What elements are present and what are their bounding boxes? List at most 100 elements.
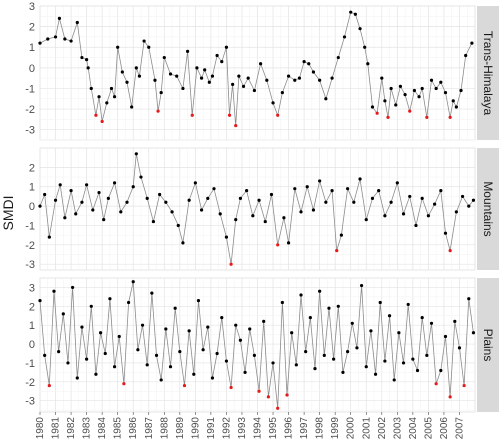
facet-strip-label: Trans-Himalaya [481, 31, 495, 116]
data-point [187, 198, 191, 202]
data-point [53, 35, 58, 39]
data-point [464, 53, 468, 58]
data-point [346, 350, 350, 354]
data-point [330, 76, 334, 80]
data-point [346, 187, 350, 191]
x-tick-label: 2003 [392, 417, 403, 440]
data-point [86, 66, 90, 70]
data-point [91, 208, 95, 212]
data-point [159, 378, 163, 382]
data-point [294, 363, 298, 367]
data-point [425, 353, 429, 357]
drought-point [335, 249, 339, 253]
data-point [398, 84, 403, 88]
y-tick-label: -3 [25, 259, 35, 271]
data-point [262, 319, 266, 324]
data-point [324, 97, 328, 101]
data-point [153, 78, 157, 82]
x-tick-label: 2001 [361, 417, 372, 440]
data-point [168, 72, 173, 76]
x-tick-label: 1980 [35, 417, 46, 440]
data-point [471, 331, 476, 335]
data-point [89, 86, 93, 91]
data-point [257, 198, 261, 202]
data-point [318, 179, 322, 183]
data-point [112, 181, 117, 185]
x-tick-label: 1982 [66, 417, 77, 440]
data-point [234, 218, 238, 222]
data-point [106, 196, 110, 200]
x-tick-label: 2006 [439, 417, 450, 440]
drought-point [227, 113, 232, 117]
data-point [297, 76, 302, 80]
data-point [201, 348, 205, 352]
data-point [380, 76, 384, 80]
data-point [137, 74, 142, 78]
data-point [363, 45, 367, 49]
data-point [411, 357, 415, 361]
x-tick-label: 1984 [97, 417, 108, 440]
data-point [158, 192, 162, 197]
data-point [401, 361, 406, 365]
data-point [439, 189, 443, 193]
data-point [355, 346, 359, 350]
data-point [332, 357, 336, 361]
data-point [307, 62, 311, 66]
drought-point [276, 243, 280, 247]
data-point [327, 306, 331, 310]
data-point [170, 210, 174, 214]
data-point [206, 196, 210, 200]
data-point [459, 88, 463, 93]
data-point [426, 214, 430, 218]
x-tick-label: 2000 [346, 417, 357, 440]
data-point [147, 45, 151, 49]
x-tick-label: 1997 [299, 417, 310, 440]
data-point [443, 231, 448, 235]
data-point [116, 45, 120, 49]
data-point [439, 368, 443, 373]
drought-point [122, 382, 126, 386]
drought-point [156, 109, 160, 113]
data-point [117, 334, 121, 339]
data-point [311, 70, 316, 74]
data-point [43, 353, 47, 357]
data-point [193, 181, 197, 185]
data-point [420, 196, 424, 200]
data-point [378, 300, 382, 305]
data-point [286, 241, 291, 245]
data-point [38, 299, 42, 303]
data-point [63, 37, 67, 41]
data-point [69, 39, 73, 43]
data-point [66, 361, 70, 365]
data-point [112, 95, 117, 99]
data-point [206, 325, 210, 329]
data-point [181, 86, 185, 91]
data-point [108, 297, 112, 301]
facet-strip [477, 278, 499, 412]
data-point [131, 280, 135, 284]
data-point [234, 323, 238, 327]
data-point [89, 304, 93, 308]
data-point [224, 45, 229, 49]
data-point [69, 189, 73, 193]
y-tick-label: -1 [25, 83, 35, 95]
data-point [38, 41, 42, 45]
data-point [429, 78, 434, 82]
y-tick-label: 1 [29, 42, 35, 54]
data-point [439, 80, 443, 84]
data-point [415, 368, 420, 373]
data-point [395, 181, 399, 185]
data-point [105, 101, 109, 105]
drought-point [434, 382, 438, 386]
data-point [187, 329, 191, 333]
data-point [120, 70, 124, 74]
data-point [311, 208, 316, 212]
series-line [39, 153, 474, 265]
x-tick-label: 1992 [221, 417, 232, 440]
data-point [383, 359, 387, 363]
x-tick-label: 1994 [253, 417, 264, 440]
data-point [207, 80, 211, 84]
data-point [178, 350, 182, 354]
data-point [130, 105, 134, 109]
x-tick-label: 1998 [315, 417, 326, 440]
